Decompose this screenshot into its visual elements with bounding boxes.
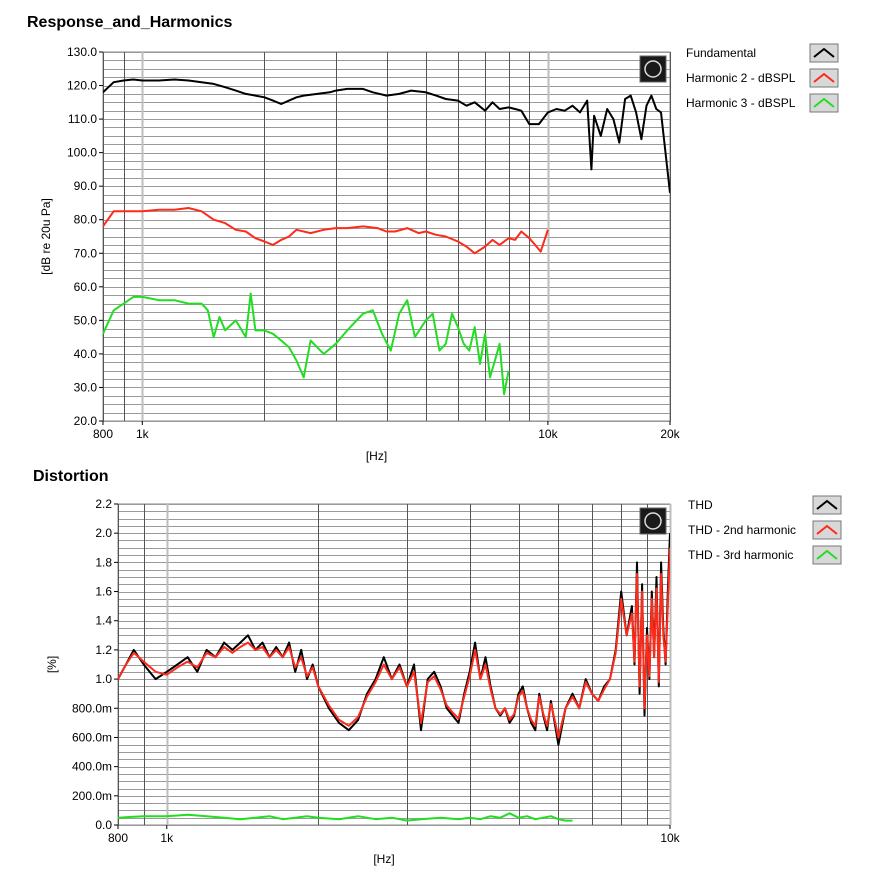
response-legend-swatch-1: [809, 43, 839, 63]
distortion-plot-tool-icon: [639, 507, 667, 535]
response-ytick-label: 50.0: [74, 313, 98, 327]
response-legend-swatch-3: [809, 93, 839, 113]
distortion-xtick-label: 1k: [160, 831, 174, 845]
response-ytick-label: 70.0: [74, 246, 98, 260]
distortion-ytick-label: 1.6: [95, 585, 112, 599]
distortion-ytick-label: 1.2: [95, 643, 112, 657]
response-legend-swatch-2: [809, 68, 839, 88]
response-legend-swatch-line-2: [813, 72, 835, 83]
distortion-series-3-line: [118, 812, 573, 822]
distortion-chart-title: Distortion: [33, 468, 109, 485]
response-ytick-label: 30.0: [74, 380, 98, 394]
response-legend-label-1: Fundamental: [686, 46, 756, 60]
distortion-ytick-label: 1.4: [95, 614, 112, 628]
distortion-ytick-label: 1.8: [95, 555, 112, 569]
response-ytick-label: 20.0: [74, 414, 98, 428]
distortion-ytick-label: 1.0: [95, 672, 112, 686]
response-series-1-line: [103, 78, 670, 194]
response-plot-tool-icon: [639, 55, 667, 83]
response-xtick-label: 800: [93, 427, 113, 441]
response-xtick-label: 20k: [660, 427, 680, 441]
distortion-plot-area: [117, 503, 671, 826]
response-ytick-label: 40.0: [74, 347, 98, 361]
response-legend-swatch-line-3: [813, 97, 835, 108]
distortion-ytick-label: 0.0: [95, 818, 112, 832]
distortion-ytick-label: 600.0m: [72, 730, 112, 744]
response-ytick-label: 120.0: [67, 79, 97, 93]
response-plot-area: [102, 51, 671, 422]
response-ytick-label: 90.0: [74, 179, 98, 193]
distortion-ytick-label: 800.0m: [72, 701, 112, 715]
response-legend-label-2: Harmonic 2 - dBSPL: [686, 71, 796, 85]
response-series-2-line: [103, 207, 549, 255]
distortion-legend-swatch-1: [812, 495, 842, 515]
distortion-legend-swatch-line-3: [816, 549, 838, 560]
response-chart: 20.0 30.0 40.0 50.0 60.0 70.0 80.0 90.0 100.0 110…: [39, 43, 839, 463]
distortion-legend-swatch-2: [812, 520, 842, 540]
response-xtick-label: 1k: [136, 427, 150, 441]
response-ytick-label: 110.0: [68, 112, 97, 126]
response-ytick-label: 130.0: [67, 45, 97, 59]
distortion-legend-label-3: THD - 3rd harmonic: [688, 548, 793, 562]
response-xlabel: [Hz]: [366, 449, 387, 463]
distortion-ytick-label: 2.2: [95, 497, 112, 511]
response-plot-tool-icon-glyph: [644, 60, 662, 78]
distortion-ytick-label: 400.0m: [72, 760, 112, 774]
distortion-xlabel: [Hz]: [373, 852, 394, 866]
response-ylabel: [dB re 20u Pa]: [39, 198, 53, 275]
response-chart-title: Response_and_Harmonics: [27, 14, 233, 31]
response-xtick-label: 10k: [538, 427, 558, 441]
distortion-ytick-label: 200.0m: [72, 789, 112, 803]
distortion-series-group: [118, 533, 670, 822]
response-ytick-label: 80.0: [74, 213, 98, 227]
response-legend-label-3: Harmonic 3 - dBSPL: [686, 96, 796, 110]
distortion-legend-swatch-line-2: [816, 524, 838, 535]
response-legend-swatch-line-1: [813, 47, 835, 58]
distortion-series-2-line: [118, 547, 670, 739]
distortion-ylabel: [%]: [45, 656, 59, 673]
distortion-xtick-label: 800: [108, 831, 128, 845]
distortion-legend-label-1: THD: [688, 498, 713, 512]
distortion-chart: 0.0 200.0m 400.0m 600.0m 800.0m 1.0 1.2 1.4 1.6 1…: [45, 495, 842, 866]
response-ytick-label: 60.0: [74, 280, 98, 294]
distortion-legend-swatch-3: [812, 545, 842, 565]
response-series-3-line: [103, 292, 510, 396]
distortion-legend-swatch-line-1: [816, 499, 838, 510]
response-ytick-label: 100.0: [67, 146, 97, 160]
distortion-ytick-label: 2.0: [95, 526, 112, 540]
response-series-group: [103, 78, 670, 396]
distortion-plot-tool-icon-glyph: [644, 512, 662, 530]
distortion-legend-label-2: THD - 2nd harmonic: [688, 523, 796, 537]
distortion-xtick-label: 10k: [660, 831, 680, 845]
